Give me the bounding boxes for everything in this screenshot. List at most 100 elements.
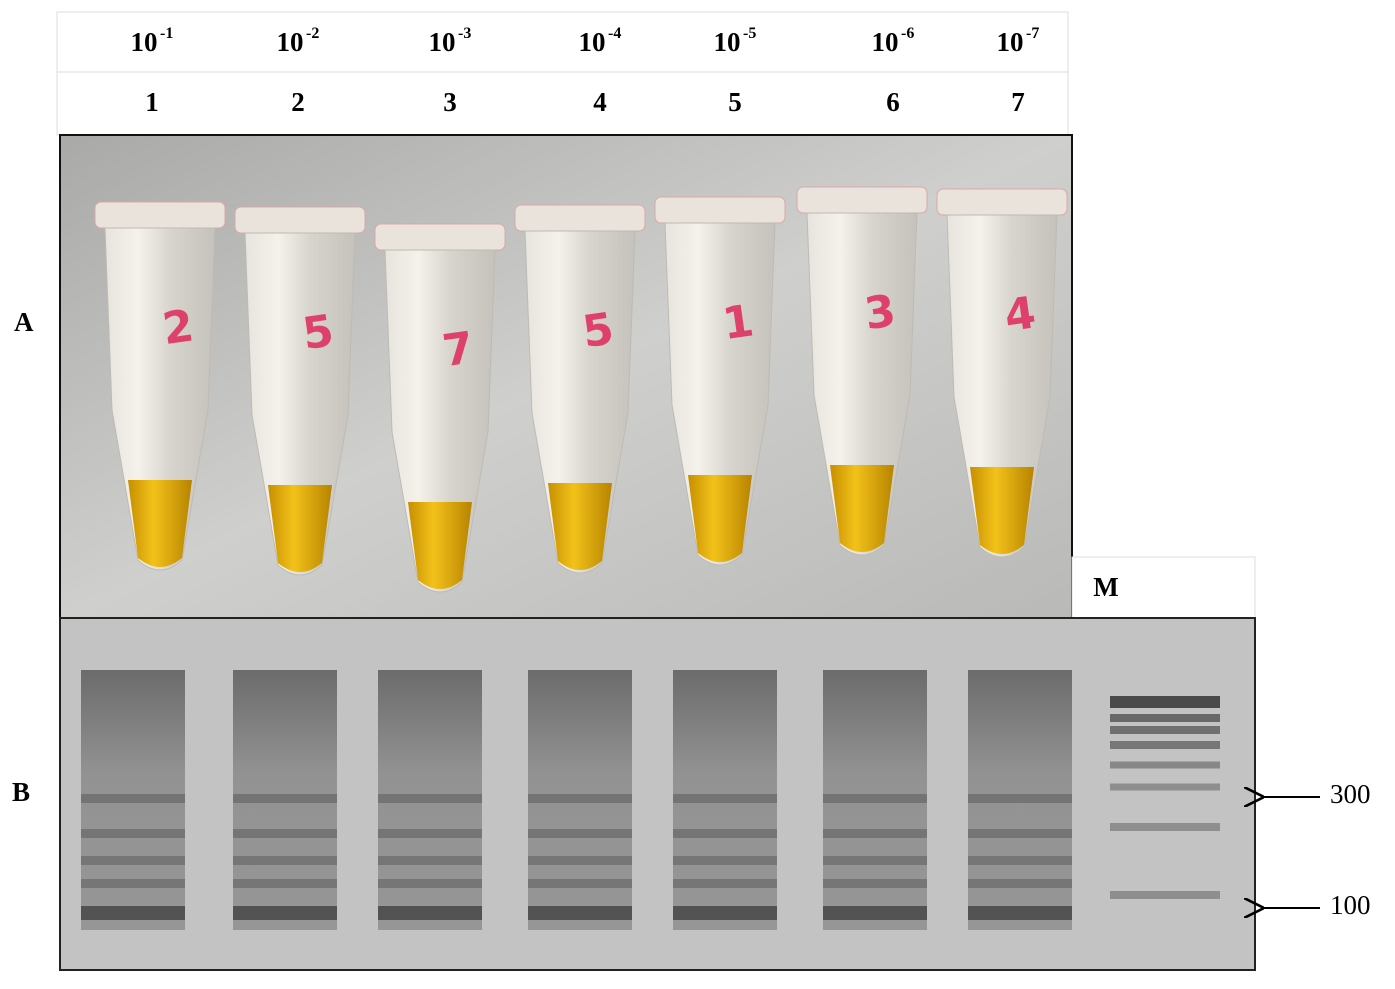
- tube-cap: [234, 206, 366, 234]
- gel-band: [528, 856, 632, 865]
- gel-lane: [378, 670, 482, 930]
- gel-band: [968, 856, 1072, 865]
- gel-band: [823, 879, 927, 888]
- marker-band: [1110, 761, 1220, 769]
- dilution-base: 10: [997, 27, 1024, 57]
- lane-number: 1: [145, 87, 159, 117]
- gel-band: [233, 879, 337, 888]
- gel-lane: [233, 670, 337, 930]
- gel-band: [81, 829, 185, 838]
- tube-mark: 7: [439, 322, 476, 377]
- marker-label: M: [1093, 572, 1118, 602]
- marker-header: [1071, 556, 1256, 619]
- gel-band: [233, 829, 337, 838]
- gel-band: [378, 794, 482, 803]
- tube-liquid: [830, 465, 894, 552]
- tube-cap: [514, 204, 646, 232]
- panel-label: B: [12, 777, 30, 807]
- gel-band: [673, 906, 777, 920]
- gel-band: [233, 906, 337, 920]
- gel-band: [378, 879, 482, 888]
- marker-band: [1110, 696, 1220, 708]
- tube-liquid: [268, 485, 332, 572]
- tube-cap: [936, 188, 1068, 216]
- dilution-base: 10: [131, 27, 158, 57]
- tube-cap: [94, 201, 226, 229]
- gel-band: [823, 794, 927, 803]
- gel-band: [233, 856, 337, 865]
- gel-band: [81, 794, 185, 803]
- gel-band: [528, 829, 632, 838]
- gel-band: [378, 829, 482, 838]
- gel-band: [673, 879, 777, 888]
- gel-band: [968, 906, 1072, 920]
- gel-band: [673, 856, 777, 865]
- marker-band: [1110, 891, 1220, 899]
- tube-mark: 4: [1001, 287, 1038, 342]
- gel-band: [823, 906, 927, 920]
- tube-mark: 1: [719, 295, 756, 350]
- gel-band: [968, 829, 1072, 838]
- tube-cap: [654, 196, 786, 224]
- marker-band: [1110, 741, 1220, 749]
- dilution-base: 10: [277, 27, 304, 57]
- lane-number: 2: [291, 87, 305, 117]
- gel-lane: [673, 670, 777, 930]
- gel-lane: [823, 670, 927, 930]
- size-label: 100: [1330, 890, 1371, 920]
- dilution-base: 10: [429, 27, 456, 57]
- dilution-exponent: -7: [1026, 25, 1039, 42]
- gel-lane: [528, 670, 632, 930]
- tube-mark: 5: [299, 305, 336, 360]
- tube-liquid: [688, 475, 752, 562]
- lane-number: 7: [1011, 87, 1025, 117]
- lane-number: 5: [728, 87, 742, 117]
- gel-band: [528, 906, 632, 920]
- dilution-exponent: -5: [743, 25, 756, 42]
- tube-liquid: [408, 502, 472, 589]
- gel-band: [823, 856, 927, 865]
- dilution-base: 10: [714, 27, 741, 57]
- tube-mark: 3: [861, 285, 898, 340]
- gel-lane: [968, 670, 1072, 930]
- dilution-base: 10: [872, 27, 899, 57]
- size-label: 300: [1330, 779, 1371, 809]
- tube-liquid: [970, 467, 1034, 554]
- gel-band: [823, 829, 927, 838]
- tube-mark: 5: [579, 303, 616, 358]
- tube-cap: [374, 223, 506, 251]
- dilution-base: 10: [579, 27, 606, 57]
- panel-label: A: [14, 307, 34, 337]
- gel-band: [673, 829, 777, 838]
- dilution-exponent: -1: [160, 25, 173, 42]
- gel-band: [378, 906, 482, 920]
- dilution-exponent: -4: [608, 25, 621, 42]
- gel-band: [81, 906, 185, 920]
- marker-band: [1110, 714, 1220, 722]
- marker-band: [1110, 783, 1220, 791]
- gel-lane: [81, 670, 185, 930]
- gel-band: [968, 879, 1072, 888]
- gel-band: [233, 794, 337, 803]
- lane-number: 4: [593, 87, 607, 117]
- gel-band: [81, 856, 185, 865]
- dilution-exponent: -3: [458, 25, 471, 42]
- gel-band: [968, 794, 1072, 803]
- tube-liquid: [548, 483, 612, 570]
- marker-band: [1110, 726, 1220, 734]
- dilution-exponent: -2: [306, 25, 319, 42]
- lane-number: 3: [443, 87, 457, 117]
- gel-band: [673, 794, 777, 803]
- gel-band: [378, 856, 482, 865]
- lane-number: 6: [886, 87, 900, 117]
- tube-cap: [796, 186, 928, 214]
- tube-liquid: [128, 480, 192, 567]
- tubes: 2 5 7 5 1 3 4: [94, 186, 1068, 593]
- header-border: [56, 11, 1069, 136]
- dilution-exponent: -6: [901, 25, 914, 42]
- marker-band: [1110, 823, 1220, 831]
- gel-band: [528, 879, 632, 888]
- tube-mark: 2: [159, 300, 196, 355]
